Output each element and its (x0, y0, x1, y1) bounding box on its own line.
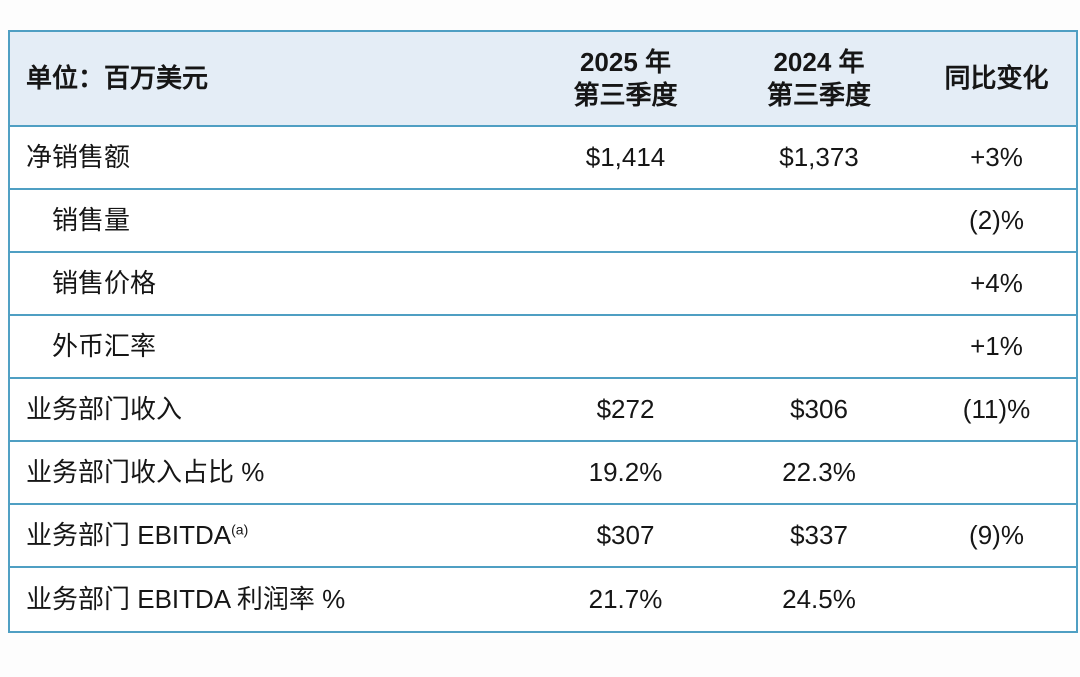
column-header-q3-2025: 2025 年 第三季度 (530, 46, 721, 111)
row-label: 业务部门收入占比 % (26, 457, 265, 488)
row-label: 业务部门 EBITDA 利润率 % (26, 584, 346, 615)
row-label: 销售价格 (52, 268, 157, 299)
footnote-marker-a: (a) (231, 521, 249, 538)
q3-2024-value: 24.5% (782, 584, 856, 615)
table-header-row: 单位：百万美元 2025 年 第三季度 2024 年 第三季度 同比变化 (10, 32, 1076, 127)
financial-results-table: 单位：百万美元 2025 年 第三季度 2024 年 第三季度 同比变化 净销售… (8, 30, 1078, 633)
row-label: 净销售额 (26, 142, 131, 173)
column-header-quarter: 第三季度 (766, 79, 871, 110)
row-label: 外币汇率 (52, 331, 157, 362)
yoy-value: +4% (970, 268, 1023, 299)
row-label: 销售量 (52, 205, 131, 236)
q3-2024-value: $337 (790, 520, 848, 551)
table-row-segment-ebitda-margin: 业务部门 EBITDA 利润率 % 21.7% 24.5% (10, 568, 1076, 631)
table-row-sales-price: 销售价格 +4% (10, 253, 1076, 316)
q3-2025-value: 19.2% (588, 457, 663, 488)
yoy-value: +3% (970, 142, 1023, 173)
q3-2025-value: $272 (596, 394, 655, 425)
column-header-year: 2025 年 (579, 47, 672, 77)
table-row-segment-income: 业务部门收入 $272 $306 (11)% (10, 379, 1076, 442)
q3-2025-value: $1,414 (585, 142, 666, 173)
q3-2025-value: 21.7% (588, 584, 663, 615)
column-header-quarter: 第三季度 (573, 79, 678, 110)
yoy-value: +1% (970, 331, 1023, 362)
column-header-q3-2024: 2024 年 第三季度 (721, 46, 917, 111)
yoy-value: (9)% (969, 520, 1024, 551)
q3-2024-value: $1,373 (779, 142, 859, 173)
column-header-year: 2024 年 (773, 47, 865, 77)
q3-2024-value: 22.3% (782, 457, 856, 488)
q3-2024-value: $306 (790, 394, 848, 425)
table-row-sales-volume: 销售量 (2)% (10, 190, 1076, 253)
table-row-net-sales: 净销售额 $1,414 $1,373 +3% (10, 127, 1076, 190)
q3-2025-value: $307 (596, 520, 655, 551)
table-row-foreign-exchange: 外币汇率 +1% (10, 316, 1076, 379)
row-label: 业务部门 EBITDA(a) (26, 520, 249, 551)
unit-header: 单位：百万美元 (26, 63, 209, 94)
column-header-yoy-change: 同比变化 (944, 63, 1049, 94)
table-row-segment-ebitda: 业务部门 EBITDA(a) $307 $337 (9)% (10, 505, 1076, 568)
yoy-value: (2)% (969, 205, 1024, 236)
row-label: 业务部门收入 (26, 394, 183, 425)
yoy-value: (11)% (962, 394, 1031, 425)
table-row-segment-income-margin: 业务部门收入占比 % 19.2% 22.3% (10, 442, 1076, 505)
